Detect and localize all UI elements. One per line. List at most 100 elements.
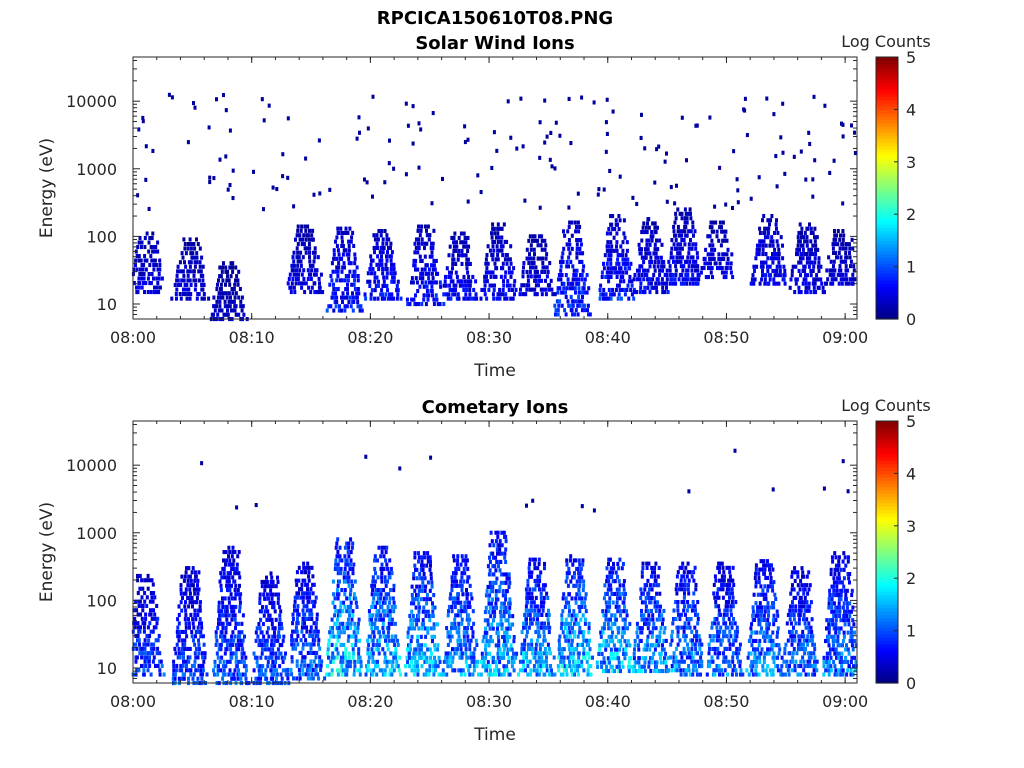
heatmap-cell xyxy=(382,275,386,280)
heatmap-cell xyxy=(578,251,582,256)
heatmap-cell xyxy=(615,617,618,622)
heatmap-cell xyxy=(656,264,660,269)
heatmap-cell xyxy=(413,241,417,246)
heatmap-cell xyxy=(143,659,147,664)
heatmap-cell xyxy=(291,646,295,651)
heatmap-cell xyxy=(419,127,423,132)
heatmap-cell xyxy=(673,668,677,673)
heatmap-cell xyxy=(201,668,205,673)
heatmap-cell xyxy=(223,304,227,309)
heatmap-cell xyxy=(608,570,612,575)
heatmap-cell xyxy=(387,609,391,614)
heatmap-cell xyxy=(224,265,228,270)
heatmap-cell xyxy=(553,303,557,308)
heatmap-cell xyxy=(140,663,143,668)
heatmap-cell xyxy=(459,579,463,584)
heatmap-cell xyxy=(496,551,499,556)
heatmap-cell xyxy=(225,609,229,614)
heatmap-cell xyxy=(396,292,400,297)
heatmap-cell xyxy=(622,579,626,584)
heatmap-cell xyxy=(484,605,488,610)
heatmap-cell xyxy=(661,268,665,273)
heatmap-cell xyxy=(334,287,338,292)
heatmap-cell xyxy=(349,550,353,555)
heatmap-cell xyxy=(550,287,554,292)
heatmap-cell xyxy=(373,621,377,626)
heatmap-cell xyxy=(186,269,190,274)
heatmap-cell xyxy=(354,638,358,643)
heatmap-cell xyxy=(309,272,312,277)
heatmap-cell xyxy=(606,587,610,592)
heatmap-cell xyxy=(356,299,360,304)
heatmap-cell xyxy=(831,281,835,286)
heatmap-cell xyxy=(718,266,722,271)
heatmap-cell xyxy=(338,621,342,626)
heatmap-cell xyxy=(395,283,399,288)
heatmap-cell xyxy=(563,233,567,238)
heatmap-cell xyxy=(491,597,495,602)
heatmap-cell xyxy=(496,231,500,236)
heatmap-cell xyxy=(455,240,458,245)
heatmap-cell xyxy=(455,579,459,584)
heatmap-cell xyxy=(538,205,542,210)
heatmap-cell xyxy=(262,118,266,123)
heatmap-cell xyxy=(385,275,389,280)
heatmap-cell xyxy=(489,584,493,589)
heatmap-cell xyxy=(377,283,380,288)
heatmap-cell xyxy=(238,604,242,609)
heatmap-cell xyxy=(293,629,297,634)
heatmap-cell xyxy=(618,287,622,292)
heatmap-cell xyxy=(559,264,563,269)
heatmap-cell xyxy=(242,659,246,664)
heatmap-cell xyxy=(198,264,202,269)
heatmap-cell xyxy=(376,659,379,664)
heatmap-cell xyxy=(281,668,285,673)
heatmap-cell xyxy=(783,268,787,273)
heatmap-cell xyxy=(221,676,225,681)
heatmap-cell xyxy=(310,599,314,604)
heatmap-cell xyxy=(569,554,573,559)
heatmap-cell xyxy=(655,634,659,639)
heatmap-cell xyxy=(587,312,590,317)
heatmap-cell xyxy=(709,261,712,266)
heatmap-cell xyxy=(562,246,566,251)
heatmap-cell xyxy=(547,647,551,652)
heatmap-cell xyxy=(224,630,228,635)
heatmap-cell xyxy=(422,551,426,556)
heatmap-cell xyxy=(193,659,197,664)
heatmap-cell xyxy=(239,299,243,304)
heatmap-cell xyxy=(136,591,140,596)
heatmap-cell xyxy=(681,277,685,282)
heatmap-cell xyxy=(413,263,417,268)
y-tick-label: 10000 xyxy=(66,92,117,111)
heatmap-cell xyxy=(228,304,232,309)
heatmap-cell xyxy=(575,242,579,247)
heatmap-cell xyxy=(565,558,569,563)
heatmap-cell xyxy=(199,663,203,668)
heatmap-cell xyxy=(535,274,539,279)
heatmap-cell xyxy=(237,621,241,626)
heatmap-cell xyxy=(138,651,142,656)
colorbar-segment xyxy=(876,132,898,137)
heatmap-cell xyxy=(577,672,580,677)
heatmap-cell xyxy=(709,270,713,275)
heatmap-cell xyxy=(193,570,197,575)
heatmap-cell xyxy=(389,267,393,272)
heatmap-cell xyxy=(504,593,507,598)
heatmap-cell xyxy=(566,583,570,588)
heatmap-cell xyxy=(369,668,373,673)
heatmap-cell xyxy=(442,283,446,288)
heatmap-cell xyxy=(351,634,355,639)
heatmap-cell xyxy=(680,233,684,238)
heatmap-cell xyxy=(350,545,354,550)
heatmap-cell xyxy=(617,626,621,631)
heatmap-cell xyxy=(631,195,635,200)
heatmap-cell xyxy=(353,278,357,283)
heatmap-cell xyxy=(506,651,509,656)
heatmap-cell xyxy=(672,224,676,229)
heatmap-cell xyxy=(817,260,821,265)
heatmap-cell xyxy=(353,621,357,626)
heatmap-cell xyxy=(504,270,508,275)
heatmap-cell xyxy=(191,583,195,588)
heatmap-cell xyxy=(774,222,778,227)
